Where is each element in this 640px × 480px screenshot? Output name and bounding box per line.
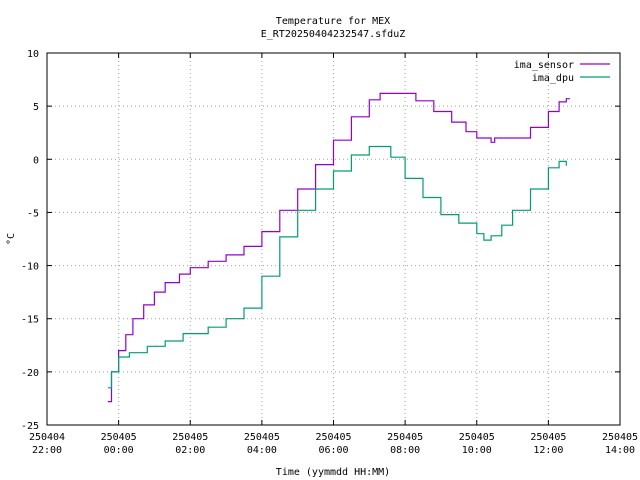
x-tick-time-label: 22:00 (32, 445, 62, 456)
series-line-ima_sensor (107, 92, 570, 403)
x-axis-label: Time (yymmdd HH:MM) (276, 467, 390, 478)
x-tick-time-label: 06:00 (318, 445, 348, 456)
y-tick-label: 0 (33, 155, 39, 166)
chart-title: Temperature for MEX (276, 16, 390, 27)
y-axis: -25 -20 -15 -10 -5 0 5 10 (21, 49, 620, 432)
x-tick-time-label: 14:00 (605, 445, 635, 456)
x-tick-time-label: 12:00 (533, 445, 563, 456)
legend-label: ima_dpu (532, 73, 574, 84)
x-tick-time-label: 04:00 (247, 445, 277, 456)
x-tick-time-label: 00:00 (104, 445, 134, 456)
chart-subtitle: E_RT20250404232547.sfduZ (261, 29, 406, 40)
x-tick-date-label: 250405 (602, 432, 638, 443)
y-tick-label: -10 (21, 262, 39, 273)
y-tick-label: -5 (27, 208, 39, 219)
x-tick-time-label: 08:00 (390, 445, 420, 456)
y-tick-label: 5 (33, 102, 39, 113)
grid-lines (47, 53, 620, 425)
y-axis-label: °C (6, 233, 17, 245)
x-tick-date-label: 250405 (101, 432, 137, 443)
x-tick-time-label: 02:00 (175, 445, 205, 456)
y-tick-label: -25 (21, 421, 39, 432)
x-tick-date-label: 250405 (459, 432, 495, 443)
y-tick-label: 10 (27, 49, 39, 60)
legend-label: ima_sensor (514, 60, 574, 71)
x-tick-date-label: 250405 (315, 432, 351, 443)
x-axis: 250404 22:00 250405 00:00 250405 02:00 250405 0… (29, 53, 638, 456)
x-tick-date-label: 250405 (387, 432, 423, 443)
x-tick-date-label: 250405 (530, 432, 566, 443)
series-line-ima_dpu (107, 145, 567, 389)
legend: ima_sensor ima_dpu (514, 60, 610, 84)
series-layer (107, 92, 570, 403)
x-tick-date-label: 250405 (172, 432, 208, 443)
y-tick-label: -20 (21, 368, 39, 379)
x-tick-time-label: 10:00 (462, 445, 492, 456)
x-tick-date-label: 250404 (29, 432, 65, 443)
y-tick-label: -15 (21, 315, 39, 326)
x-tick-date-label: 250405 (244, 432, 280, 443)
